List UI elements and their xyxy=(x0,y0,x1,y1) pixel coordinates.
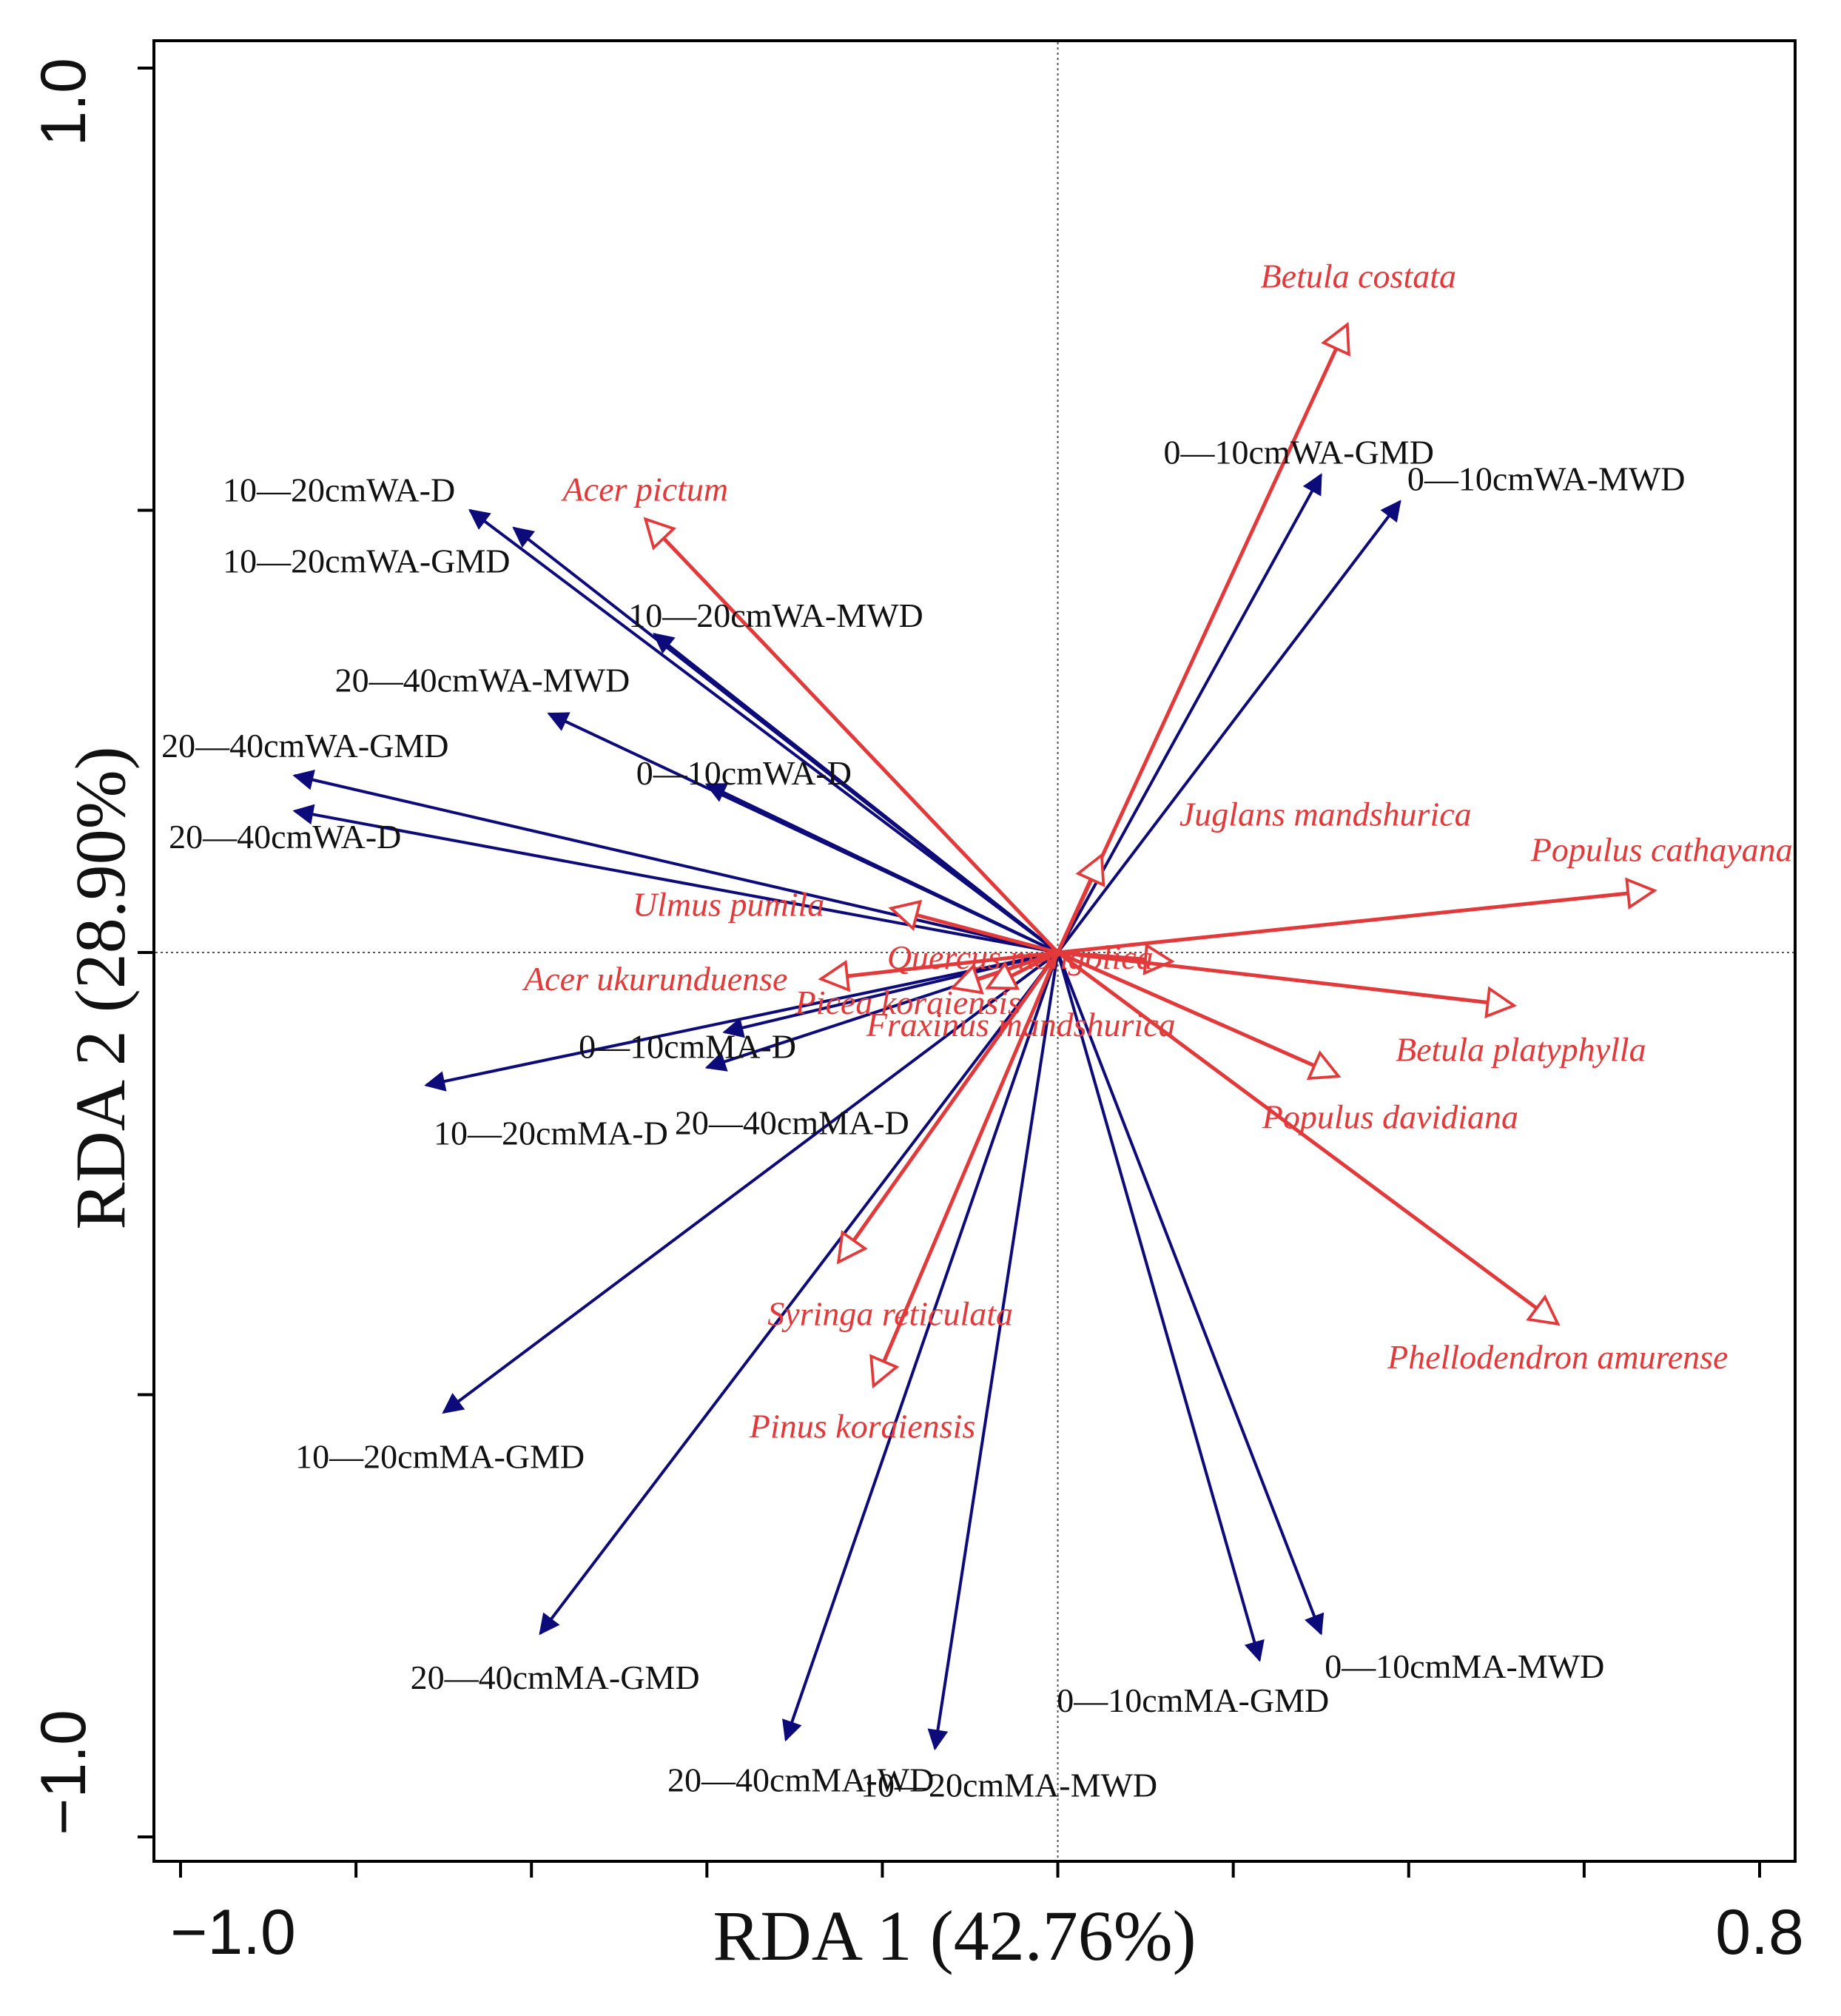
species-label-acer-pictum: Acer pictum xyxy=(561,470,729,508)
y-tick-label-max: 1.0 xyxy=(28,58,99,147)
species-label-quercus-mongolica: Quercus mongolica xyxy=(887,938,1154,976)
soil-label-0-10cmma-mwd: 0—10cmMA-MWD xyxy=(1325,1647,1604,1685)
species-label-phellodendron-amurense: Phellodendron amurense xyxy=(1387,1338,1728,1376)
species-label-pinus-koraiensis: Pinus koraiensis xyxy=(749,1408,975,1445)
soil-vector-0-10cmwa-gmd xyxy=(1056,473,1322,953)
soil-vector-10-20cmwa-mwd xyxy=(653,633,1059,954)
y-tick-label-min: −1.0 xyxy=(28,1710,99,1835)
species-vector-betula-platyphylla xyxy=(1057,950,1518,1019)
species-label-picea-koraiensis: Picea koraiensis xyxy=(795,984,1021,1021)
soil-label-20-40cmwa-d: 20—40cmWA-D xyxy=(169,818,401,856)
vector-arrows xyxy=(292,321,1657,1751)
x-axis-title: RDA 1 (42.76%) xyxy=(713,1896,1196,1975)
soil-label-10-20cmma-mwd: 10—20cmMA-MWD xyxy=(861,1767,1157,1804)
species-vector-syringa-reticulata xyxy=(836,951,1060,1265)
species-vector-acer-pictum xyxy=(643,517,1060,954)
species-label-acer-ukurunduense: Acer ukurunduense xyxy=(522,960,787,998)
x-axis-ticks xyxy=(179,1861,1761,1878)
soil-label-20-40cmwa-mwd: 20—40cmWA-MWD xyxy=(335,661,630,699)
soil-label-0-10cmma-d: 0—10cmMA-D xyxy=(579,1028,796,1066)
soil-label-10-20cmwa-gmd: 10—20cmWA-GMD xyxy=(223,542,510,579)
soil-label-20-40cmma-gmd: 20—40cmMA-GMD xyxy=(411,1659,700,1696)
vector-labels: 10—20cmWA-D 10—20cmWA-GMD 10—20cmWA-MWD 20—… xyxy=(161,258,1793,1804)
species-vector-acer-ukurunduense xyxy=(818,950,1058,992)
soil-vector-0-10cmwa-mwd xyxy=(1056,500,1401,954)
soil-label-0-10cmwa-gmd: 0—10cmWA-GMD xyxy=(1164,434,1434,471)
soil-vector-20-40cmma-gmd xyxy=(539,951,1060,1636)
soil-label-10-20cmwa-mwd: 10—20cmWA-MWD xyxy=(628,597,923,634)
soil-label-20-40cmwa-gmd: 20—40cmWA-GMD xyxy=(161,727,448,765)
species-label-betula-platyphylla: Betula platyphylla xyxy=(1396,1031,1646,1069)
species-label-populus-cathayana: Populus cathayana xyxy=(1530,830,1793,868)
soil-vector-20-40cmma-wd xyxy=(782,952,1060,1742)
soil-vector-0-10cmwa-d xyxy=(704,783,1059,954)
species-label-ulmus-pumila: Ulmus pumila xyxy=(633,885,824,923)
y-axis-title: RDA 2 (28.90%) xyxy=(61,746,140,1229)
soil-vector-0-10cmma-mwd xyxy=(1056,952,1325,1636)
species-vector-pinus-koraiensis xyxy=(869,952,1060,1389)
zero-reference-lines xyxy=(155,42,1794,1860)
species-vector-populus-davidiana xyxy=(1057,950,1342,1081)
x-tick-label-min: −1.0 xyxy=(170,1897,296,1968)
soil-label-10-20cmwa-d: 10—20cmWA-D xyxy=(223,471,455,509)
species-label-populus-davidiana: Populus davidiana xyxy=(1262,1098,1518,1135)
species-label-juglans-mandshurica: Juglans mandshurica xyxy=(1179,796,1472,833)
soil-label-20-40cmma-d: 20—40cmMA-D xyxy=(675,1103,909,1141)
species-label-betula-costata: Betula costata xyxy=(1261,258,1456,295)
soil-vector-10-20cmma-mwd xyxy=(927,952,1060,1751)
y-axis-ticks xyxy=(138,67,154,1838)
soil-label-10-20cmma-gmd: 10—20cmMA-GMD xyxy=(295,1437,585,1475)
species-vector-ulmus-pumila xyxy=(888,899,1059,955)
soil-vector-10-20cmma-gmd xyxy=(442,951,1059,1414)
soil-vector-20-40cmwa-d xyxy=(292,804,1058,954)
species-vector-fraxinus-mandshurica xyxy=(985,950,1059,990)
species-label-fraxinus-mandshurica: Fraxinus mandshurica xyxy=(866,1006,1176,1044)
x-tick-label-max: 0.8 xyxy=(1715,1897,1804,1968)
soil-label-10-20cmma-d: 10—20cmMA-D xyxy=(434,1114,668,1152)
species-vector-juglans-mandshurica xyxy=(1056,852,1105,954)
soil-vector-20-40cmwa-gmd xyxy=(292,770,1059,954)
species-label-syringa-reticulata: Syringa reticulata xyxy=(767,1294,1013,1332)
soil-label-0-10cmwa-d: 0—10cmWA-D xyxy=(636,754,852,792)
soil-label-0-10cmwa-mwd: 0—10cmWA-MWD xyxy=(1407,460,1686,498)
soil-label-0-10cmma-gmd: 0—10cmMA-GMD xyxy=(1057,1681,1329,1719)
soil-vector-10-20cmwa-d xyxy=(468,508,1059,954)
species-vector-betula-costata xyxy=(1056,321,1350,954)
soil-vector-0-10cmma-gmd xyxy=(1056,952,1265,1662)
species-vector-populus-cathayana xyxy=(1057,877,1657,955)
species-vector-phellodendron-amurense xyxy=(1057,950,1561,1326)
soil-label-20-40cmma-wd: 20—40cmMA-WD xyxy=(667,1761,934,1799)
